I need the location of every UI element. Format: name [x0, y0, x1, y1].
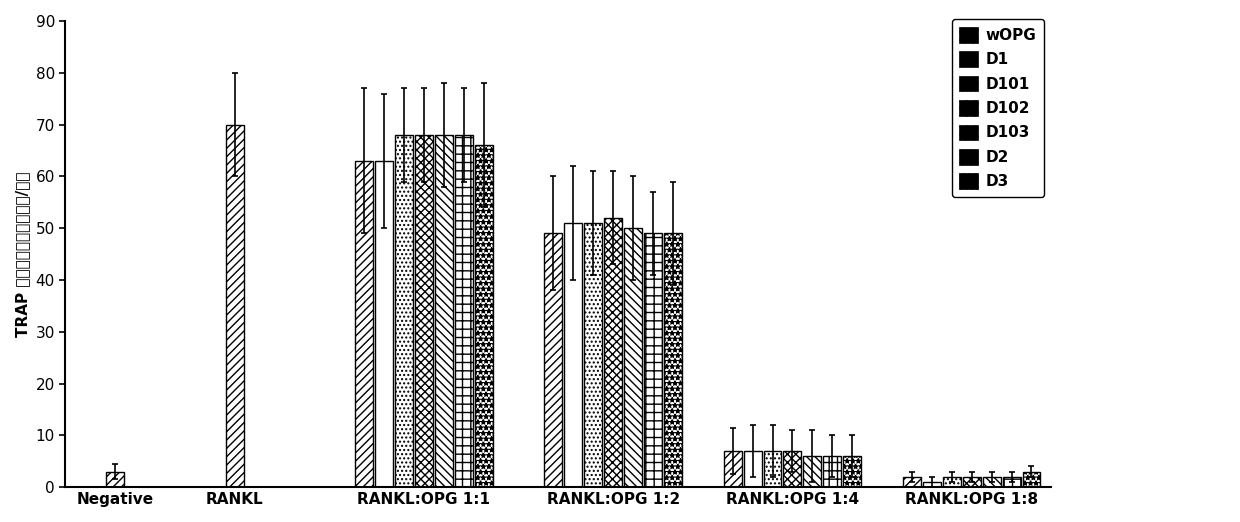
- Bar: [982, 477, 1001, 487]
- Bar: [823, 456, 841, 487]
- Bar: [604, 218, 622, 487]
- Bar: [435, 135, 453, 487]
- Bar: [744, 451, 761, 487]
- Bar: [903, 477, 921, 487]
- Bar: [724, 451, 742, 487]
- Bar: [942, 477, 961, 487]
- Bar: [415, 135, 433, 487]
- Bar: [804, 456, 821, 487]
- Bar: [764, 451, 781, 487]
- Bar: [355, 161, 373, 487]
- Bar: [584, 223, 603, 487]
- Bar: [1003, 477, 1021, 487]
- Y-axis label: TRAP 阳性多核细胞数目（个/孔）: TRAP 阳性多核细胞数目（个/孔）: [15, 171, 30, 337]
- Bar: [455, 135, 472, 487]
- Legend: wOPG, D1, D101, D102, D103, D2, D3: wOPG, D1, D101, D102, D103, D2, D3: [952, 19, 1044, 197]
- Bar: [843, 456, 861, 487]
- Bar: [107, 471, 124, 487]
- Bar: [624, 228, 642, 487]
- Bar: [1023, 471, 1040, 487]
- Bar: [923, 482, 941, 487]
- Bar: [544, 233, 563, 487]
- Bar: [396, 135, 413, 487]
- Bar: [564, 223, 583, 487]
- Bar: [784, 451, 801, 487]
- Bar: [663, 233, 682, 487]
- Bar: [376, 161, 393, 487]
- Bar: [644, 233, 662, 487]
- Bar: [226, 125, 243, 487]
- Bar: [475, 145, 492, 487]
- Bar: [962, 477, 981, 487]
